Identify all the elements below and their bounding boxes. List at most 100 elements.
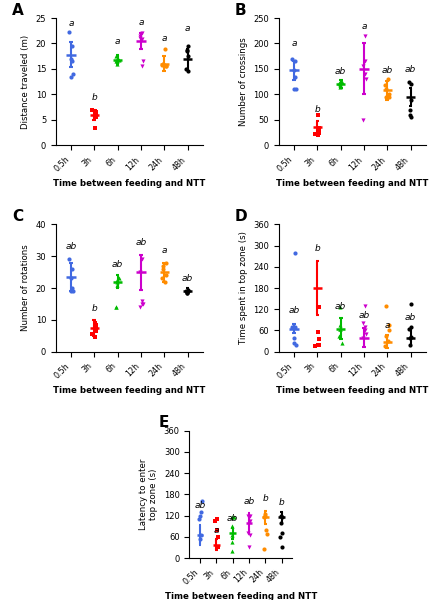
Point [386,320,393,330]
Point [408,79,415,89]
Point [92,326,99,336]
Point [230,512,237,522]
Point [138,35,145,44]
Point [114,277,121,286]
Text: a: a [161,34,167,43]
Point [69,41,76,51]
Point [314,110,321,119]
Point [68,274,74,283]
Text: A: A [12,3,24,18]
Point [139,28,146,38]
Point [89,329,95,339]
Text: b: b [92,93,97,102]
Point [163,62,169,71]
Point [278,511,285,520]
Y-axis label: Time spent in top zone (s): Time spent in top zone (s) [239,232,248,344]
Point [362,31,369,41]
Point [279,542,286,552]
Point [113,302,120,312]
Point [184,286,191,296]
Point [291,338,298,347]
Point [362,329,369,339]
Point [198,497,205,506]
Point [337,79,344,88]
Point [316,302,322,312]
Point [197,511,203,520]
Point [262,509,269,518]
Text: ab: ab [382,66,393,75]
Text: ab: ab [194,501,206,510]
Point [316,126,322,136]
Point [278,529,285,538]
Point [139,299,146,309]
Point [337,79,344,89]
Text: ab: ab [405,65,416,74]
Point [316,340,322,349]
Text: E: E [159,415,169,430]
Point [184,46,190,56]
Point [214,514,221,524]
Point [137,302,144,312]
Point [336,82,343,92]
Text: a: a [115,37,120,46]
Text: a: a [161,245,167,254]
Point [246,516,253,526]
Point [382,301,389,310]
Point [195,514,202,524]
Point [184,52,191,61]
Point [182,286,189,296]
X-axis label: Time between feeding and NTT: Time between feeding and NTT [276,386,429,395]
Point [362,326,369,335]
Point [114,56,121,66]
Text: b: b [262,494,268,503]
Point [214,532,221,542]
Point [139,62,146,71]
Point [278,518,285,527]
Point [261,512,267,522]
Point [229,530,236,540]
Point [359,62,366,71]
Point [229,546,236,556]
Point [407,95,414,104]
Text: a: a [185,24,190,33]
Point [66,28,73,37]
Point [160,59,167,68]
Point [337,302,344,312]
Point [159,60,166,70]
Point [406,105,413,115]
Point [291,85,298,94]
Point [69,283,76,293]
Point [139,56,146,66]
Point [93,109,100,119]
Point [68,72,75,82]
Point [361,301,368,310]
Point [359,115,366,125]
Point [261,544,267,554]
Point [263,529,270,539]
Point [408,332,415,341]
Point [159,274,166,283]
Point [247,511,254,521]
Text: ab: ab [358,311,370,320]
Point [92,107,99,117]
Point [70,69,77,79]
Point [386,326,393,335]
Text: b: b [314,244,320,253]
Text: b: b [279,498,284,507]
Point [139,296,146,305]
Point [407,322,414,332]
Point [359,334,366,343]
Point [382,85,389,94]
Point [163,271,169,280]
Point [289,322,295,332]
Point [312,341,319,351]
Text: ab: ab [182,274,193,283]
Point [113,302,120,312]
Point [290,65,297,75]
Text: a: a [292,38,297,47]
Point [292,72,298,82]
Point [136,34,143,43]
Point [382,341,389,351]
Point [246,542,253,552]
Point [383,331,390,341]
